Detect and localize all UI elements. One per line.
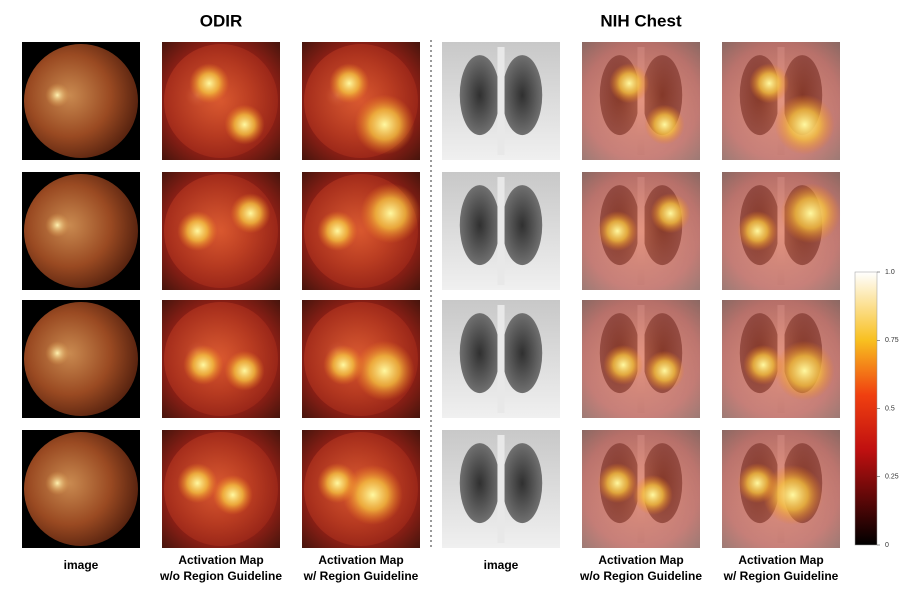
optic-disc	[45, 341, 70, 366]
image-cell	[582, 172, 700, 290]
colorbar-tick-label: 0.25	[885, 474, 899, 481]
activation	[749, 63, 790, 104]
image-cell	[722, 430, 840, 548]
image-cell	[302, 430, 420, 548]
column-label: w/o Region Guideline	[579, 569, 702, 583]
colorbar-tick-label: 0.5	[885, 405, 895, 412]
lung	[459, 443, 500, 524]
image-cell	[582, 42, 700, 160]
column-label: w/ Region Guideline	[723, 569, 839, 583]
activation	[329, 63, 370, 104]
activation	[342, 464, 403, 525]
image-cell	[582, 430, 700, 548]
image-cell	[582, 300, 700, 418]
spine	[497, 47, 505, 155]
column-label: image	[484, 558, 519, 572]
activation	[597, 211, 638, 251]
activation	[644, 350, 685, 391]
lung	[459, 185, 500, 266]
colorbar-tick-label: 1.0	[885, 269, 895, 276]
image-cell	[442, 42, 560, 160]
column-label: Activation Map	[738, 553, 823, 567]
lung	[459, 313, 500, 394]
activation	[212, 474, 253, 515]
optic-disc	[45, 83, 70, 108]
column-label: image	[64, 558, 99, 572]
activation	[603, 344, 644, 385]
image-cell	[162, 42, 280, 160]
activation	[177, 211, 218, 251]
colorbar	[854, 271, 878, 546]
lung	[502, 313, 543, 394]
activation	[189, 63, 230, 104]
colorbar-tick-label: 0	[885, 542, 889, 549]
image-cell	[442, 430, 560, 548]
column-label: Activation Map	[318, 553, 403, 567]
image-cell	[162, 300, 280, 418]
fundus	[24, 432, 138, 546]
fundus	[24, 44, 138, 158]
activation	[354, 340, 415, 401]
image-cell	[22, 300, 140, 418]
activation	[762, 464, 823, 525]
image-cell	[162, 172, 280, 290]
spine	[497, 435, 505, 543]
image-cell	[722, 42, 840, 160]
image-cell	[22, 42, 140, 160]
activation	[650, 193, 691, 234]
optic-disc	[45, 213, 70, 238]
column-label: Activation Map	[598, 553, 683, 567]
activation	[597, 463, 638, 504]
section-title: NIH Chest	[600, 11, 682, 30]
activation	[183, 344, 224, 385]
image-cell	[162, 430, 280, 548]
activation	[609, 63, 650, 104]
colorbar-tick-label: 0.75	[885, 337, 899, 344]
lung	[502, 185, 543, 266]
activation	[774, 94, 835, 155]
spine	[497, 177, 505, 285]
image-cell	[302, 300, 420, 418]
optic-disc	[45, 471, 70, 496]
activation	[780, 183, 841, 244]
image-cell	[442, 172, 560, 290]
image-cell	[722, 300, 840, 418]
column-label: w/o Region Guideline	[159, 569, 282, 583]
image-cell	[442, 300, 560, 418]
activation	[774, 340, 835, 401]
activation	[230, 193, 271, 234]
activation	[317, 211, 358, 251]
activation	[354, 94, 415, 155]
heat-overlay	[582, 42, 700, 160]
spine	[497, 305, 505, 413]
image-cell	[302, 42, 420, 160]
lung	[502, 443, 543, 524]
activation	[224, 350, 265, 391]
column-label: w/ Region Guideline	[303, 569, 419, 583]
image-cell	[722, 172, 841, 290]
heat-overlay	[162, 42, 280, 160]
activation	[224, 104, 265, 145]
activation	[177, 463, 218, 504]
fundus	[24, 174, 138, 288]
image-cell	[302, 172, 421, 290]
lung	[502, 55, 543, 136]
activation	[644, 104, 685, 145]
image-cell	[22, 430, 140, 548]
activation	[360, 183, 421, 244]
lung	[459, 55, 500, 136]
section-title: ODIR	[200, 11, 243, 30]
fundus	[24, 302, 138, 416]
activation	[743, 344, 784, 385]
activation	[632, 474, 673, 515]
activation	[737, 211, 778, 251]
activation	[323, 344, 364, 385]
image-cell	[22, 172, 140, 290]
column-label: Activation Map	[178, 553, 263, 567]
